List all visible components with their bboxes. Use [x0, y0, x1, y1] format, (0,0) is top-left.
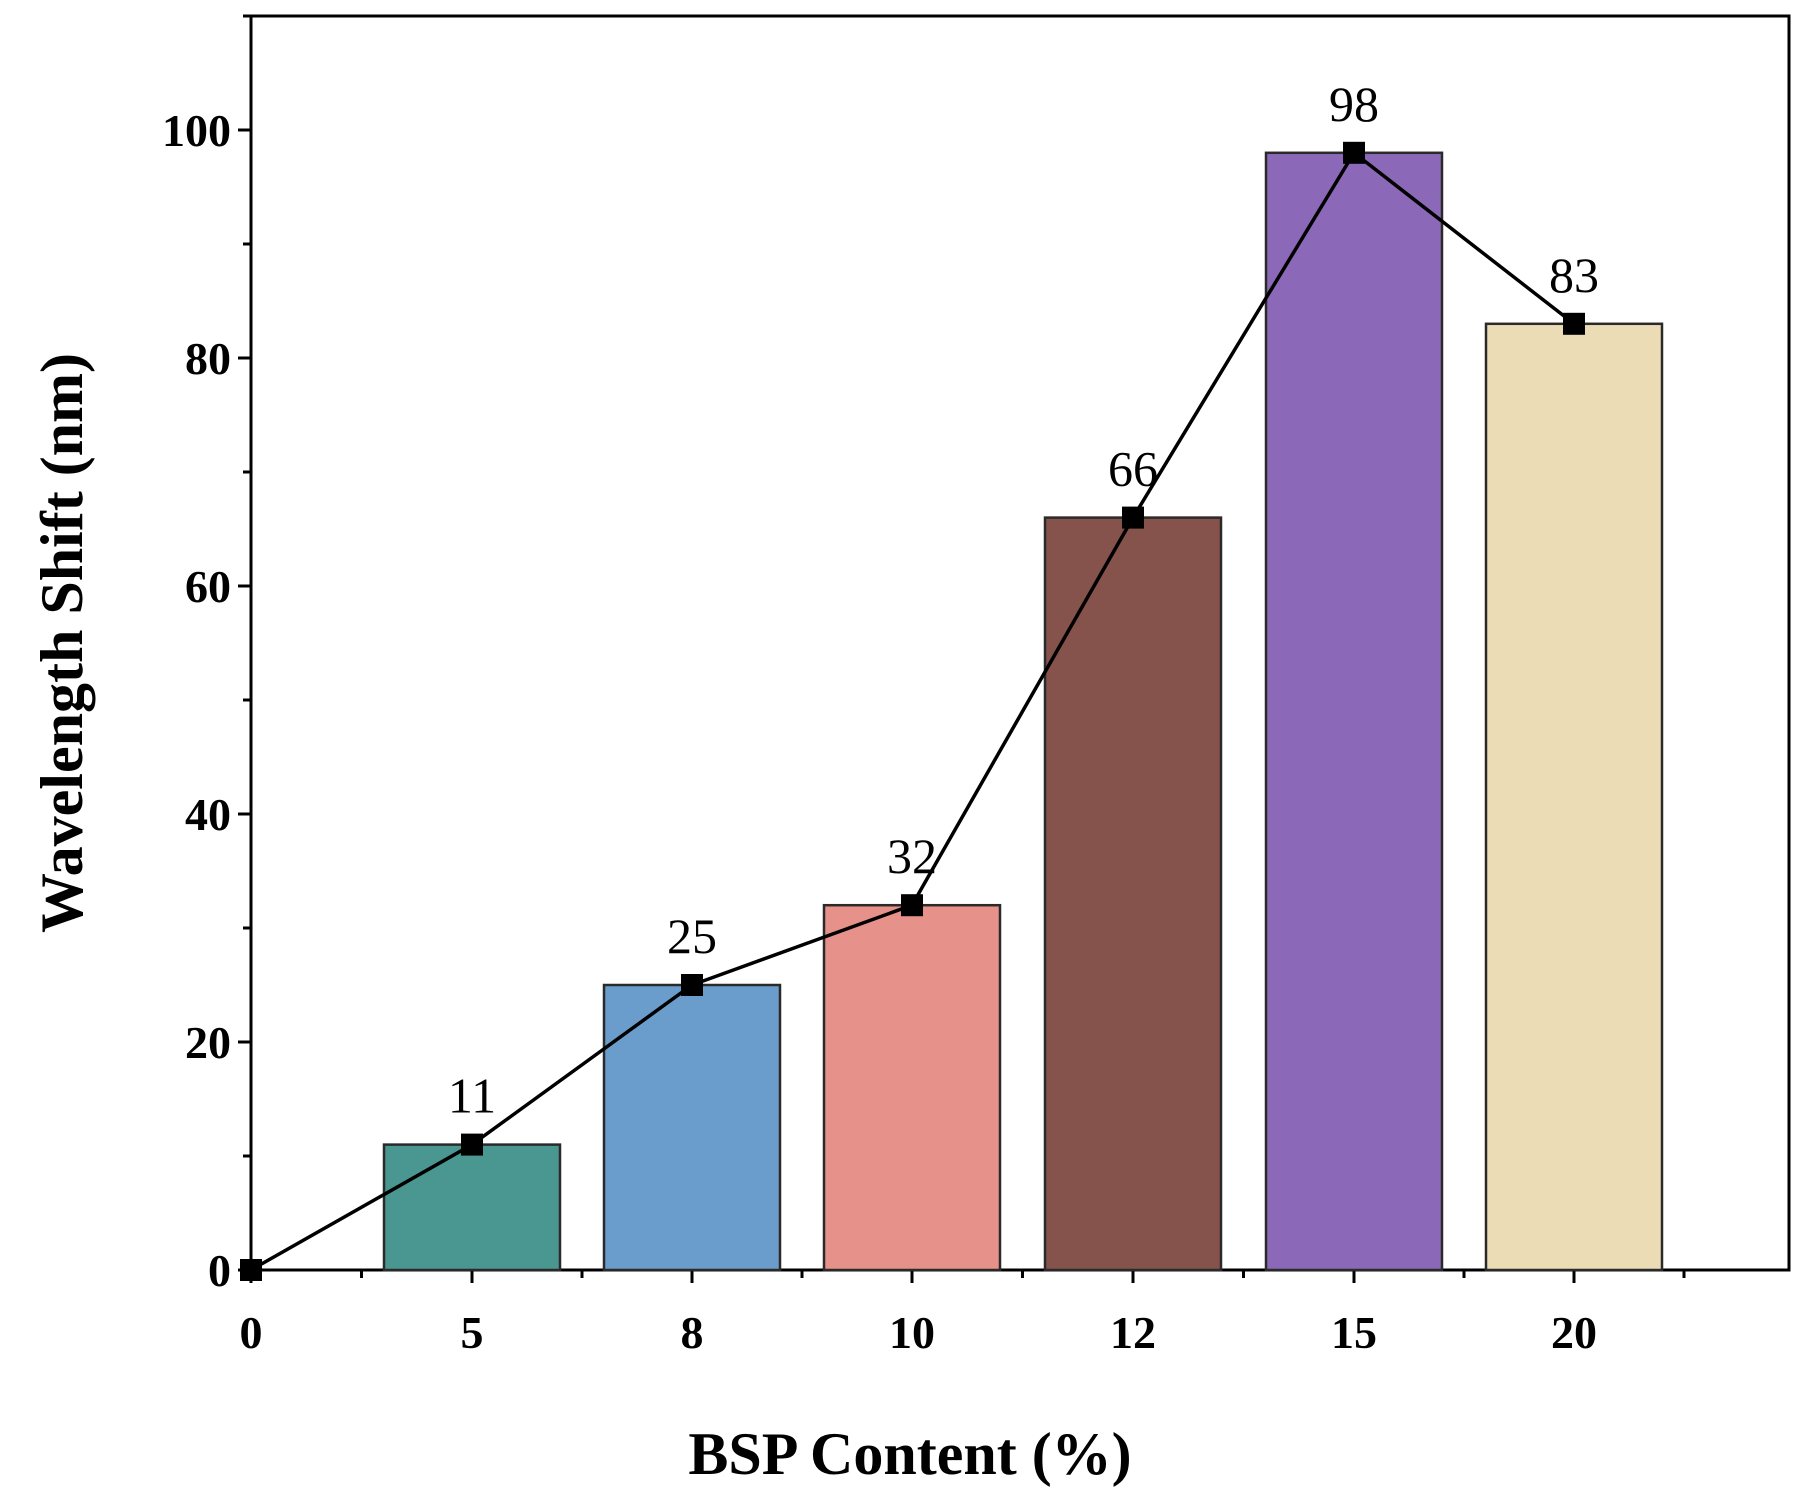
y-tick-label: 80 — [185, 333, 231, 384]
marker-10 — [901, 894, 923, 917]
bar-10 — [822, 903, 1002, 1272]
y-tick-label: 60 — [185, 561, 231, 612]
bars — [382, 151, 1664, 1272]
data-label-20: 83 — [1549, 247, 1599, 303]
x-tick-label: 10 — [889, 1307, 935, 1358]
y-tick-label: 0 — [208, 1245, 231, 1296]
marker-5 — [461, 1133, 483, 1156]
y-axis-ticks: 0 20 40 60 80 100 — [162, 14, 251, 1296]
bar-8 — [602, 983, 782, 1272]
x-tick-label: 12 — [1110, 1307, 1156, 1358]
x-tick-label: 0 — [240, 1307, 263, 1358]
y-tick-label: 20 — [185, 1017, 231, 1068]
bar-15 — [1264, 151, 1444, 1272]
x-tick-label: 15 — [1331, 1307, 1377, 1358]
bar-20 — [1484, 322, 1664, 1272]
data-labels: 11 25 32 66 98 83 — [448, 76, 1599, 1124]
data-label-12: 66 — [1108, 441, 1158, 497]
y-tick-label: 40 — [185, 789, 231, 840]
marker-0 — [240, 1259, 262, 1281]
x-axis-ticks: 0 5 8 10 12 15 20 — [240, 1270, 1686, 1358]
x-tick-label: 8 — [681, 1307, 704, 1358]
marker-20 — [1563, 312, 1585, 335]
bar-12 — [1043, 516, 1223, 1272]
x-tick-label: 20 — [1551, 1307, 1597, 1358]
marker-8 — [681, 974, 703, 996]
data-label-15: 98 — [1329, 76, 1379, 132]
marker-15 — [1343, 141, 1365, 164]
line-series — [240, 141, 1585, 1281]
y-tick-label: 100 — [162, 105, 231, 156]
y-axis-title: Wavelength Shift (nm) — [29, 353, 95, 933]
x-axis-title: BSP Content (%) — [688, 1421, 1131, 1487]
data-label-8: 25 — [667, 908, 717, 964]
plot-frame — [249, 14, 1791, 1272]
bar-5 — [382, 1143, 562, 1272]
marker-12 — [1122, 506, 1144, 529]
x-tick-label: 5 — [461, 1307, 484, 1358]
data-label-5: 11 — [448, 1068, 496, 1124]
data-label-10: 32 — [887, 828, 937, 884]
